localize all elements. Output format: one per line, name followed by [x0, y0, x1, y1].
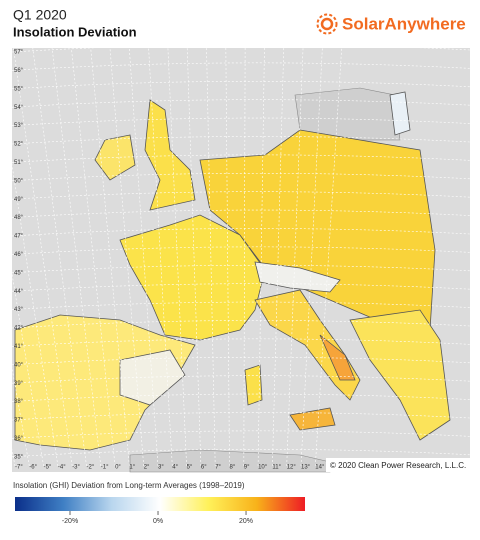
- latitude-line: [11, 172, 471, 182]
- latitude-line: [11, 264, 471, 274]
- latitude-line: [11, 338, 471, 347]
- latitude-label: 51°: [14, 160, 24, 166]
- latitude-line: [11, 99, 471, 108]
- longitude-label: 4°: [172, 465, 178, 471]
- longitude-line: [148, 47, 173, 467]
- legend-tick-label: 0%: [153, 518, 163, 525]
- legend-tick-label: -20%: [62, 518, 78, 525]
- longitude-label: 1°: [129, 465, 135, 471]
- latitude-label: 55°: [14, 86, 24, 92]
- latitude-label: 42°: [14, 326, 24, 332]
- latitude-label: 47°: [14, 234, 24, 240]
- longitude-line: [300, 47, 323, 467]
- latitude-label: 54°: [14, 105, 24, 111]
- longitude-label: 5°: [187, 465, 193, 471]
- longitude-line: [315, 47, 342, 467]
- latitude-label: 43°: [14, 307, 24, 313]
- longitude-line: [167, 47, 187, 467]
- longitude-line: [206, 47, 216, 467]
- latitude-label: 50°: [14, 178, 24, 184]
- longitude-label: -6°: [29, 465, 37, 471]
- latitude-line: [11, 301, 471, 310]
- latitude-label: 39°: [14, 381, 24, 387]
- latitude-line: [11, 320, 471, 329]
- latitude-label: 37°: [14, 418, 24, 424]
- longitude-line: [129, 47, 159, 467]
- longitude-label: -5°: [44, 465, 52, 471]
- latitude-line: [11, 209, 471, 218]
- longitude-label: 11°: [272, 465, 281, 471]
- latitude-label: 35°: [14, 454, 24, 460]
- latitude-label: 41°: [14, 344, 24, 350]
- latitude-label: 40°: [14, 362, 24, 368]
- latitude-label: 45°: [14, 270, 24, 276]
- latitude-label: 56°: [14, 68, 24, 74]
- latitude-label: 46°: [14, 252, 24, 258]
- longitude-line: [90, 47, 130, 467]
- longitude-label: 8°: [230, 465, 236, 471]
- longitude-label: 3°: [158, 465, 164, 471]
- longitude-line: [0, 84, 59, 467]
- latitude-label: 53°: [14, 123, 24, 129]
- latitude-label: 49°: [14, 197, 24, 203]
- longitude-label: 10°: [258, 465, 268, 471]
- copyright-box: [326, 458, 470, 472]
- longitude-label: -7°: [15, 465, 23, 471]
- latitude-line: [11, 283, 471, 292]
- latitude-line: [11, 430, 471, 439]
- legend-tick-label: 20%: [239, 518, 253, 525]
- latitude-line: [11, 246, 471, 255]
- latitude-line: [11, 191, 471, 200]
- longitude-label: -2°: [87, 465, 95, 471]
- legend-title: Insolation (GHI) Deviation from Long-ter…: [13, 481, 245, 490]
- legend-colorbar: [15, 497, 305, 511]
- land-no-data: [129, 87, 401, 473]
- longitude-label: 2°: [144, 465, 150, 471]
- latitude-label: 48°: [14, 215, 24, 221]
- latitude-label: 57°: [14, 50, 24, 56]
- latitude-line: [11, 356, 471, 366]
- latitude-line: [11, 412, 471, 421]
- brand: SolarAnywhere: [342, 14, 466, 33]
- title: Insolation Deviation: [13, 24, 137, 39]
- longitude-label: 14°: [315, 465, 325, 471]
- land: [14, 91, 451, 451]
- longitude-label: 0°: [115, 465, 121, 471]
- longitude-label: 13°: [301, 465, 311, 471]
- latitude-line: [11, 80, 471, 90]
- logo: [316, 13, 338, 35]
- graticule: [0, 44, 471, 467]
- latitude-line: [11, 228, 471, 237]
- latitude-label: 36°: [14, 436, 24, 442]
- longitude-label: -4°: [58, 465, 66, 471]
- latitude-label: 38°: [14, 399, 24, 405]
- latitude-line: [11, 375, 471, 384]
- latitude-line: [11, 136, 471, 145]
- latitude-line: [11, 117, 471, 126]
- longitude-line: [186, 47, 202, 467]
- map: © 2020 Clean Power Research, L.L.C. 57° 5…: [0, 44, 471, 473]
- latitude-line: [11, 393, 471, 402]
- latitude-line: [11, 448, 471, 458]
- copyright: © 2020 Clean Power Research, L.L.C.: [330, 461, 466, 470]
- longitude-label: 6°: [201, 465, 207, 471]
- latitude-line: [11, 154, 471, 163]
- latitude-label: 52°: [14, 142, 24, 148]
- longitude-line: [225, 47, 230, 467]
- longitude-label: -1°: [101, 465, 109, 471]
- longitude-label: 9°: [244, 465, 250, 471]
- longitude-line: [257, 47, 265, 467]
- latitude-line: [11, 62, 471, 71]
- longitude-line: [286, 47, 304, 467]
- longitude-line: [272, 47, 285, 467]
- latitude-line: [11, 44, 471, 53]
- period: Q1 2020: [13, 7, 67, 23]
- longitude-label: -3°: [72, 465, 80, 471]
- longitude-label: 7°: [215, 465, 221, 471]
- longitude-label: 12°: [287, 465, 297, 471]
- longitude-line: [243, 47, 246, 467]
- longitude-line: [109, 47, 144, 467]
- latitude-label: 44°: [14, 289, 24, 295]
